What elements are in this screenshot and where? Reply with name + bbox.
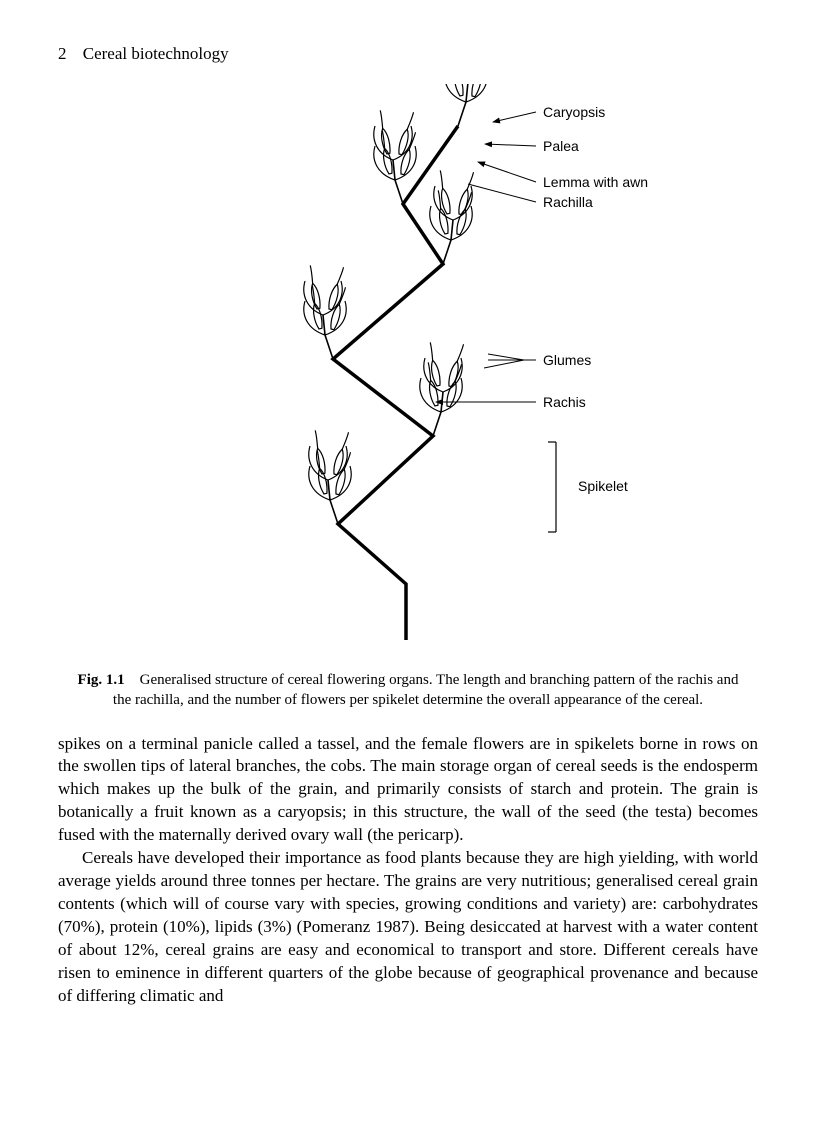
spikelet-bracket: [548, 442, 556, 532]
paragraph-1: spikes on a terminal panicle called a ta…: [58, 733, 758, 848]
chapter-title: Cereal biotechnology: [83, 44, 229, 63]
body-text: spikes on a terminal panicle called a ta…: [58, 733, 758, 1008]
diagram-label-rachilla: Rachilla: [543, 194, 593, 210]
page-header: 2 Cereal biotechnology: [58, 44, 758, 64]
diagram-label-spikelet: Spikelet: [578, 478, 628, 494]
diagram-label-lemma: Lemma with awn: [543, 174, 648, 190]
figure-label: Fig. 1.1: [78, 672, 125, 688]
labels-group: Caryopsis Palea Lemma with awn Rachilla Glum…: [436, 104, 648, 494]
diagram-label-caryopsis: Caryopsis: [543, 104, 605, 120]
diagram-label-palea: Palea: [543, 138, 579, 154]
page-number: 2: [58, 44, 67, 63]
diagram-label-rachis: Rachis: [543, 394, 586, 410]
cereal-structure-diagram: Caryopsis Palea Lemma with awn Rachilla Glum…: [158, 84, 658, 644]
diagram-label-glumes: Glumes: [543, 352, 591, 368]
figure-caption: Fig. 1.1 Generalised structure of cereal…: [68, 670, 748, 711]
paragraph-2: Cereals have developed their importance …: [58, 847, 758, 1008]
figure-container: Caryopsis Palea Lemma with awn Rachilla Glum…: [58, 84, 758, 644]
rachis-path: [333, 126, 458, 640]
figure-caption-text: Generalised structure of cereal flowerin…: [113, 672, 739, 708]
